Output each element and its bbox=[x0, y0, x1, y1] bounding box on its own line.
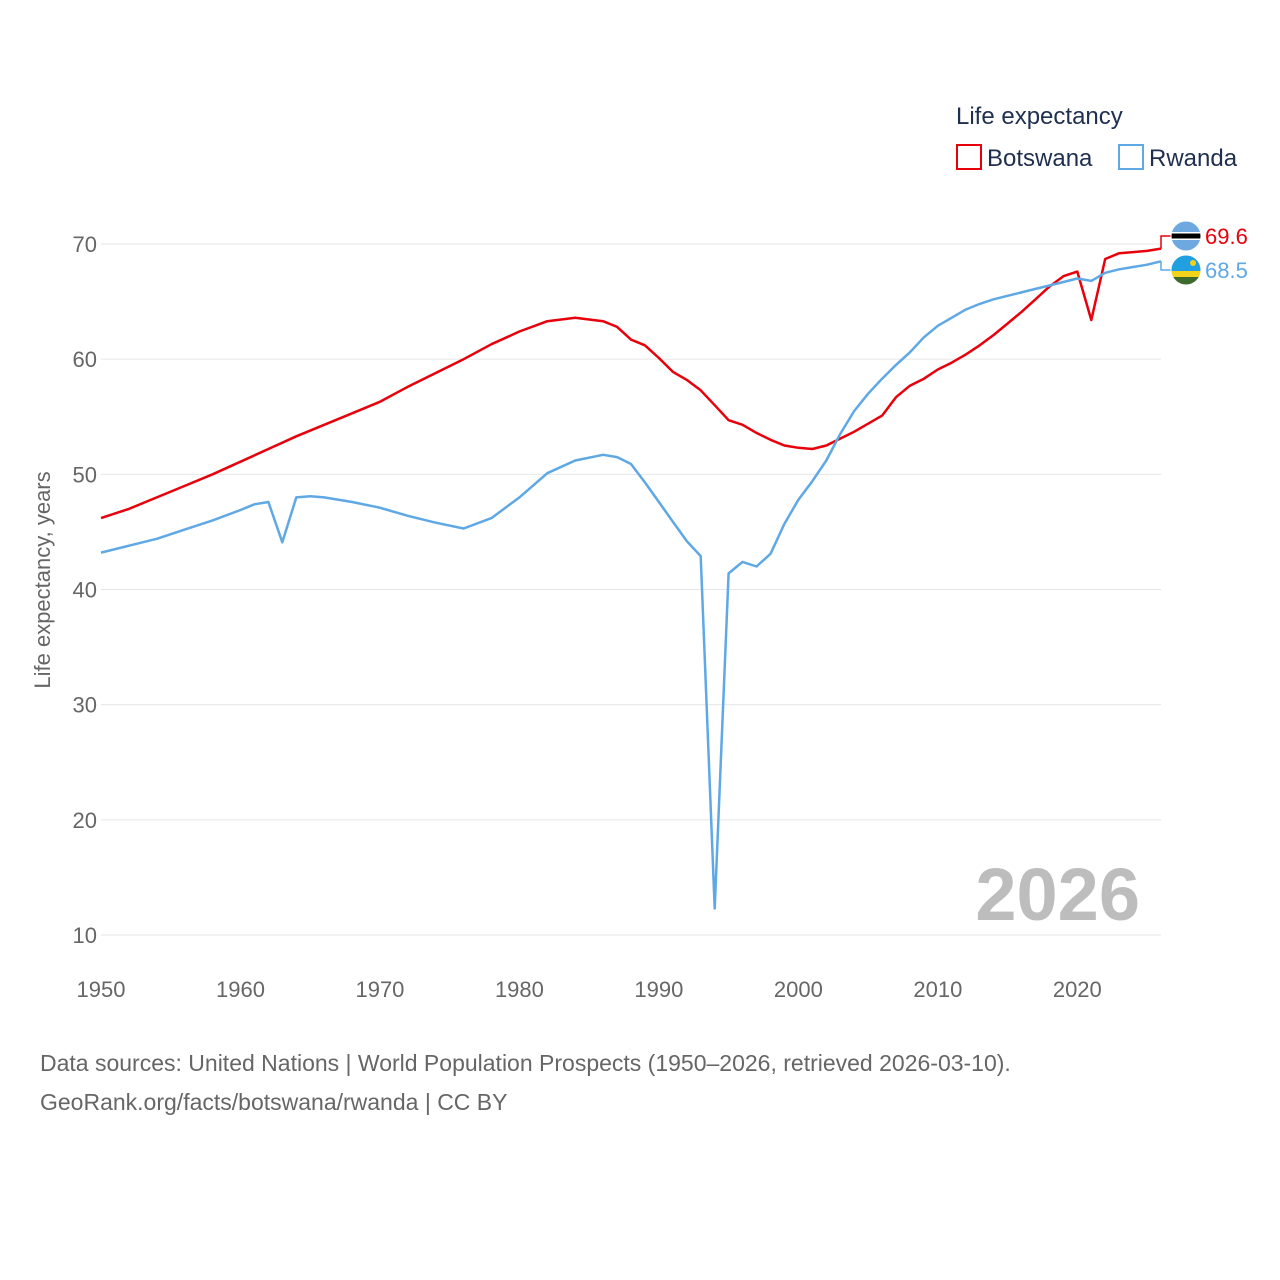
source-link[interactable]: GeoRank.org/facts/botswana/rwanda | CC B… bbox=[40, 1089, 508, 1115]
grid-lines bbox=[101, 243, 1161, 936]
legend-item-rwanda[interactable]: Rwanda bbox=[1118, 144, 1238, 172]
connector-botswana bbox=[1160, 235, 1171, 249]
connector-rwanda bbox=[1160, 261, 1171, 271]
legend-swatch-rwanda bbox=[1118, 144, 1144, 170]
botswana-flag-icon bbox=[1170, 220, 1202, 252]
y-tick-label-70: 70 bbox=[73, 232, 97, 257]
y-axis-ticks: 10 20 30 40 50 60 70 bbox=[73, 232, 97, 948]
end-value-label-rwanda: 68.5 bbox=[1205, 258, 1248, 283]
y-tick-label-50: 50 bbox=[73, 462, 97, 487]
series-lines bbox=[100, 247, 1162, 910]
x-tick-label-2020: 2020 bbox=[1053, 977, 1102, 1002]
source-line: Data sources: United Nations | World Pop… bbox=[40, 1050, 1011, 1076]
legend-label-rwanda: Rwanda bbox=[1149, 145, 1238, 172]
x-axis-ticks: 1950 1960 1970 1980 1990 2000 2010 2020 bbox=[77, 977, 1102, 1002]
life-expectancy-chart: 10 20 30 40 50 60 70 1950 1960 1970 1980 1990 2000 2… bbox=[30, 103, 1248, 1002]
legend-title: Life expectancy bbox=[956, 103, 1123, 130]
data-source-footer: Data sources: United Nations | World Pop… bbox=[40, 1044, 1011, 1122]
y-tick-label-10: 10 bbox=[73, 923, 97, 948]
x-tick-label-1970: 1970 bbox=[355, 977, 404, 1002]
legend-swatch-botswana bbox=[956, 144, 982, 170]
end-value-label-botswana: 69.6 bbox=[1205, 224, 1248, 249]
legend-item-botswana[interactable]: Botswana bbox=[956, 144, 1093, 172]
x-tick-label-2010: 2010 bbox=[913, 977, 962, 1002]
y-tick-label-60: 60 bbox=[73, 347, 97, 372]
y-tick-label-40: 40 bbox=[73, 578, 97, 603]
y-tick-label-30: 30 bbox=[73, 693, 97, 718]
x-tick-label-2000: 2000 bbox=[774, 977, 823, 1002]
y-axis-title: Life expectancy, years bbox=[30, 471, 55, 688]
x-tick-label-1960: 1960 bbox=[216, 977, 265, 1002]
legend-label-botswana: Botswana bbox=[987, 145, 1093, 172]
series-line-botswana bbox=[100, 247, 1162, 520]
x-tick-label-1990: 1990 bbox=[634, 977, 683, 1002]
x-tick-label-1980: 1980 bbox=[495, 977, 544, 1002]
year-watermark: 2026 bbox=[975, 853, 1140, 936]
x-tick-label-1950: 1950 bbox=[77, 977, 126, 1002]
series-end-markers: 69.6 68.5 bbox=[1160, 220, 1248, 286]
series-line-rwanda bbox=[100, 260, 1162, 910]
y-tick-label-20: 20 bbox=[73, 808, 97, 833]
rwanda-flag-icon bbox=[1170, 254, 1202, 286]
